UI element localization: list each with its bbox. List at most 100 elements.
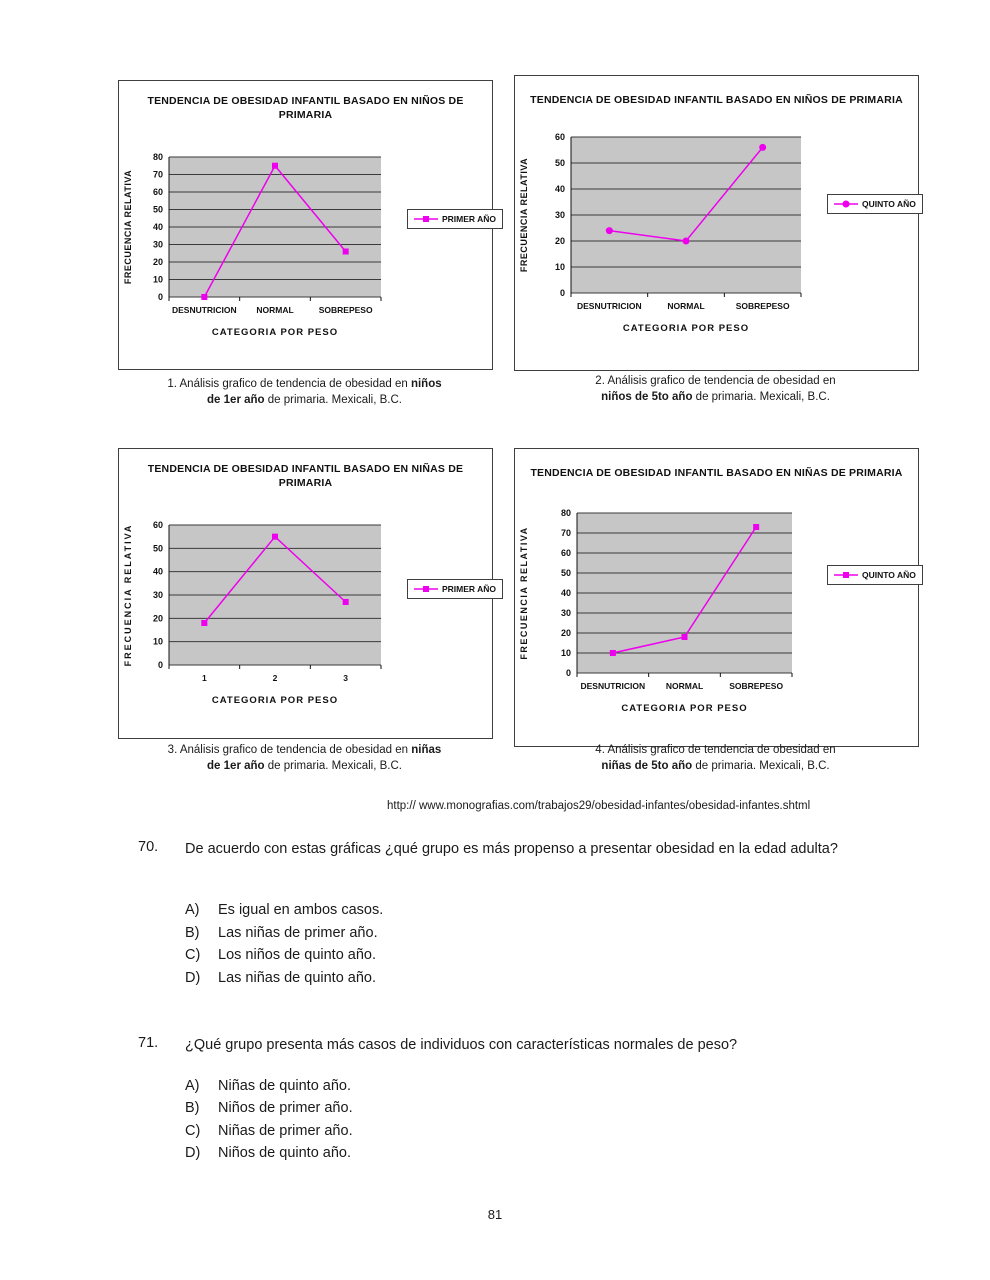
svg-text:20: 20 xyxy=(153,613,163,623)
svg-text:60: 60 xyxy=(153,187,163,197)
chart-1-title: TENDENCIA DE OBESIDAD INFANTIL BASADO EN… xyxy=(147,95,464,121)
svg-text:0: 0 xyxy=(560,288,565,298)
chart-4-plot: 0 10 20 30 40 50 60 70 80 DESNUTRICION NORMAL SOBRE… xyxy=(519,508,793,714)
chart-figure-4: TENDENCIA DE OBESIDAD INFANTIL BASADO EN… xyxy=(514,448,923,747)
legend-label: PRIMER AÑO xyxy=(442,214,496,224)
question-70-number: 70. xyxy=(138,839,159,855)
q70-option-d-text: Las niñas de quinto año. xyxy=(218,970,377,986)
legend-label: QUINTO AÑO xyxy=(862,570,916,580)
q70-option-c-letter: C) xyxy=(185,947,201,963)
q70-option-b-text: Las niñas de primer año. xyxy=(218,925,378,941)
q71-option-a-text: Niñas de quinto año. xyxy=(218,1078,352,1094)
q71-option-c-letter: C) xyxy=(185,1123,201,1139)
svg-text:NORMAL: NORMAL xyxy=(667,301,704,311)
svg-text:10: 10 xyxy=(555,262,565,272)
svg-text:10: 10 xyxy=(153,275,163,285)
svg-text:FRECUENCIA RELATIVA: FRECUENCIA RELATIVA xyxy=(519,526,529,659)
question-71-text: ¿Qué grupo presenta más casos de individ… xyxy=(185,1037,738,1053)
svg-text:CATEGORIA POR PESO: CATEGORIA POR PESO xyxy=(212,327,338,338)
svg-text:30: 30 xyxy=(153,240,163,250)
svg-text:30: 30 xyxy=(561,608,571,618)
q70-option-b-letter: B) xyxy=(185,925,200,941)
legend-label: PRIMER AÑO xyxy=(442,584,496,594)
svg-text:20: 20 xyxy=(153,257,163,267)
legend-marker-icon xyxy=(834,200,858,208)
chart-figure-3: TENDENCIA DE OBESIDAD INFANTIL BASADO EN… xyxy=(118,448,503,739)
svg-text:FRECUENCIA RELATIVA: FRECUENCIA RELATIVA xyxy=(519,158,529,272)
svg-text:DESNUTRICION: DESNUTRICION xyxy=(580,681,645,691)
svg-text:20: 20 xyxy=(555,236,565,246)
q71-option-b-letter: B) xyxy=(185,1100,200,1116)
svg-text:NORMAL: NORMAL xyxy=(256,305,293,315)
chart-figure-2: TENDENCIA DE OBESIDAD INFANTIL BASADO EN… xyxy=(514,75,923,371)
svg-text:60: 60 xyxy=(555,132,565,142)
caption-4: 4. Análisis grafico de tendencia de obes… xyxy=(595,744,836,772)
chart-4-legend: QUINTO AÑO xyxy=(827,565,923,585)
chart-3-legend: PRIMER AÑO xyxy=(407,579,503,599)
question-70-text: De acuerdo con estas gráficas ¿qué grupo… xyxy=(185,841,838,857)
svg-text:50: 50 xyxy=(561,568,571,578)
svg-text:SOBREPESO: SOBREPESO xyxy=(736,301,790,311)
svg-text:CATEGORIA POR PESO: CATEGORIA POR PESO xyxy=(623,323,749,334)
svg-text:60: 60 xyxy=(561,548,571,558)
source-url: http:// www.monografias.com/trabajos29/o… xyxy=(387,800,811,812)
svg-text:DESNUTRICION: DESNUTRICION xyxy=(172,305,237,315)
question-71-number: 71. xyxy=(138,1035,159,1051)
chart-1-legend: PRIMER AÑO xyxy=(407,209,503,229)
caption-1: 1. Análisis grafico de tendencia de obes… xyxy=(167,378,442,406)
q70-option-a-letter: A) xyxy=(185,902,200,918)
svg-text:1: 1 xyxy=(202,673,207,683)
chart-2-title: TENDENCIA DE OBESIDAD INFANTIL BASADO EN… xyxy=(530,94,903,106)
svg-text:FRECUENCIA RELATIVA: FRECUENCIA RELATIVA xyxy=(123,170,133,284)
chart-3-title: TENDENCIA DE OBESIDAD INFANTIL BASADO EN… xyxy=(147,463,464,489)
svg-text:0: 0 xyxy=(566,668,571,678)
chart-1-plot: 0 10 20 30 40 50 60 70 80 DESNUTRICION NORMAL SOBRE… xyxy=(123,152,382,338)
legend-marker-icon xyxy=(414,216,438,222)
svg-text:30: 30 xyxy=(153,590,163,600)
svg-text:70: 70 xyxy=(153,170,163,180)
svg-text:50: 50 xyxy=(153,543,163,553)
svg-text:SOBREPESO: SOBREPESO xyxy=(319,305,373,315)
q70-option-a-text: Es igual en ambos casos. xyxy=(218,902,384,918)
svg-text:3: 3 xyxy=(343,673,348,683)
legend-marker-icon xyxy=(414,586,438,592)
svg-text:DESNUTRICION: DESNUTRICION xyxy=(577,301,642,311)
svg-text:NORMAL: NORMAL xyxy=(666,681,703,691)
chart-2-plot: 0 10 20 30 40 50 60 DESNUTRICION NORMAL SOBREPESO… xyxy=(519,132,802,334)
q71-option-b-text: Niños de primer año. xyxy=(218,1100,353,1116)
svg-text:FRECUENCIA RELATIVA: FRECUENCIA RELATIVA xyxy=(123,524,133,667)
chart-2-legend: QUINTO AÑO xyxy=(827,194,923,214)
svg-text:10: 10 xyxy=(561,648,571,658)
caption-3: 3. Análisis grafico de tendencia de obes… xyxy=(167,744,442,772)
chart-figure-1: TENDENCIA DE OBESIDAD INFANTIL BASADO EN… xyxy=(118,80,503,370)
svg-text:0: 0 xyxy=(158,660,163,670)
svg-text:80: 80 xyxy=(153,152,163,162)
svg-text:SOBREPESO: SOBREPESO xyxy=(729,681,783,691)
svg-text:30: 30 xyxy=(555,210,565,220)
svg-text:50: 50 xyxy=(555,158,565,168)
legend-label: QUINTO AÑO xyxy=(862,199,916,209)
svg-text:0: 0 xyxy=(158,292,163,302)
page-number: 81 xyxy=(487,1207,503,1222)
q71-option-d-letter: D) xyxy=(185,1145,201,1161)
svg-text:2: 2 xyxy=(273,673,278,683)
q70-option-c-text: Los niños de quinto año. xyxy=(218,947,377,963)
svg-text:40: 40 xyxy=(561,588,571,598)
svg-text:40: 40 xyxy=(153,222,163,232)
legend-marker-icon xyxy=(834,572,858,578)
q71-option-a-letter: A) xyxy=(185,1078,200,1094)
q71-option-c-text: Niñas de primer año. xyxy=(218,1123,353,1139)
svg-text:50: 50 xyxy=(153,205,163,215)
svg-text:10: 10 xyxy=(153,637,163,647)
caption-2: 2. Análisis grafico de tendencia de obes… xyxy=(595,375,836,403)
chart-4-title: TENDENCIA DE OBESIDAD INFANTIL BASADO EN… xyxy=(530,467,903,479)
svg-text:40: 40 xyxy=(153,567,163,577)
chart-3-plot: 0 10 20 30 40 50 60 1 2 3 CATEGORIA POR PESO FRECUE… xyxy=(123,520,382,706)
svg-text:70: 70 xyxy=(561,528,571,538)
svg-text:20: 20 xyxy=(561,628,571,638)
svg-text:80: 80 xyxy=(561,508,571,518)
q71-option-d-text: Niños de quinto año. xyxy=(218,1145,352,1161)
svg-text:60: 60 xyxy=(153,520,163,530)
q70-option-d-letter: D) xyxy=(185,970,201,986)
